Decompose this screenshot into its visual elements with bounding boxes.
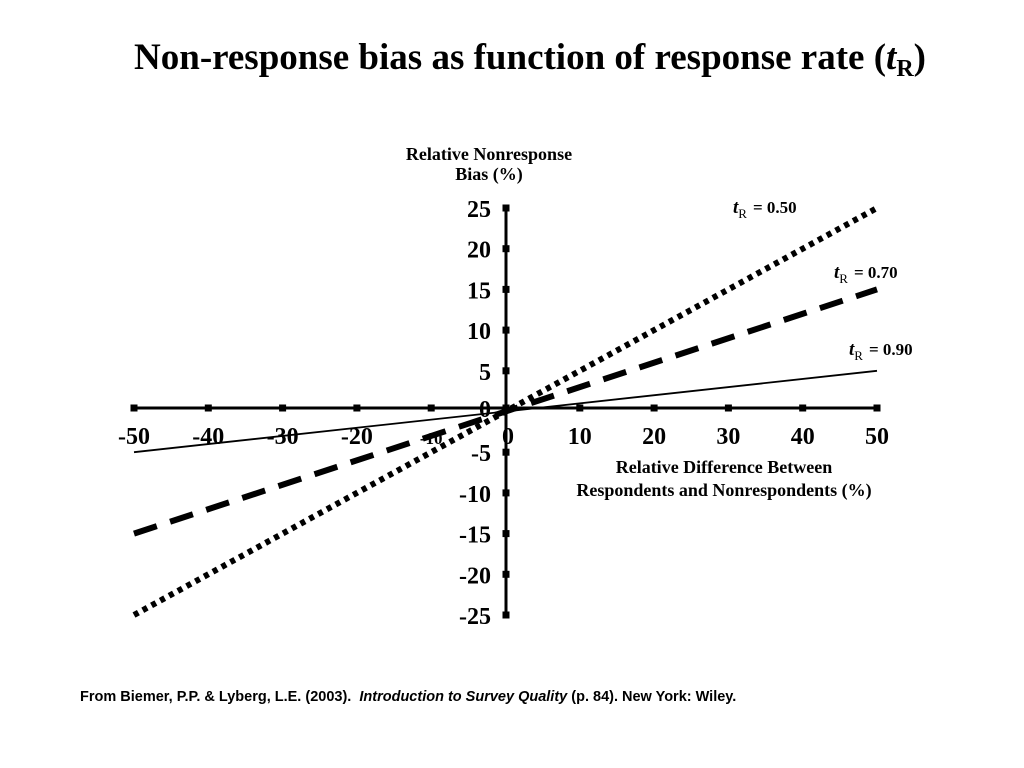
y-tick-label: -10 [459,482,491,508]
citation-publisher: (p. 84). New York: Wiley. [571,689,737,705]
x-axis-label-line1: Relative Difference Between [616,457,833,477]
y-tick-label: -25 [459,604,491,630]
axes [130,204,881,619]
citation: From Biemer, P.P. & Lyberg, L.E. (2003).… [80,689,736,705]
x-tick-label: 50 [865,424,889,450]
x-tick-mark [873,404,881,412]
y-tick-label: 20 [467,238,491,264]
x-tick-mark [204,404,212,412]
slide-title: Non-response bias as function of respons… [0,37,1024,82]
y-tick-mark [502,611,510,619]
title-prefix: Non-response bias as function of respons… [134,37,887,78]
x-tick-mark [799,404,807,412]
y-tick-label: 15 [467,278,491,304]
x-tick-mark [353,404,361,412]
y-tick-mark [502,285,510,293]
y-tick-mark [502,204,510,212]
series-lines [132,205,879,618]
chart-text: Relative Nonresponse Bias (%) Relative D… [118,144,913,630]
x-tick-label: -20 [341,424,373,450]
y-tick-mark [502,530,510,538]
y-tick-mark [502,489,510,497]
y-axis-label-line1: Relative Nonresponse [406,144,572,164]
x-axis-label-line2: Respondents and Nonrespondents (%) [576,480,871,501]
y-tick-label: -15 [459,523,491,549]
title-suffix: ) [913,37,926,78]
x-tick-label: -50 [118,424,150,450]
series-label-0.50: tR = 0.50 [733,197,797,221]
series-line-0.90 [133,369,878,454]
y-tick-label: 25 [467,197,491,223]
x-tick-mark [576,404,584,412]
x-tick-label: 10 [568,424,592,450]
x-tick-mark [279,404,287,412]
x-tick-label: -40 [192,424,224,450]
x-tick-label: -30 [267,424,299,450]
x-tick-mark [130,404,138,412]
y-tick-mark [502,404,510,412]
x-tick-mark [650,404,658,412]
x-tick-label: 20 [642,424,666,450]
series-label-0.70: tR = 0.70 [834,262,898,286]
y-tick-label: -20 [459,563,491,589]
y-tick-mark [502,367,510,375]
x-tick-label: -10 [420,429,443,448]
x-tick-label: 40 [791,424,815,450]
y-tick-label: 5 [479,360,491,386]
x-tick-label: 30 [716,424,740,450]
series-label-0.90: tR = 0.90 [849,339,913,363]
y-tick-mark [502,448,510,456]
y-tick-label: 0 [479,397,491,423]
y-tick-label: -5 [471,441,491,467]
x-tick-mark [427,404,435,412]
y-tick-mark [502,326,510,334]
x-tick-mark [724,404,732,412]
title-subscript: R [896,56,914,82]
citation-book-title: Introduction to Survey Quality [359,689,568,705]
y-axis-label-line2: Bias (%) [455,164,523,185]
y-tick-mark [502,570,510,578]
x-tick-label: 0 [502,424,514,450]
y-tick-label: 10 [467,319,491,345]
citation-authors: From Biemer, P.P. & Lyberg, L.E. (2003). [80,689,352,705]
y-tick-mark [502,245,510,253]
title-symbol: t [886,37,897,78]
